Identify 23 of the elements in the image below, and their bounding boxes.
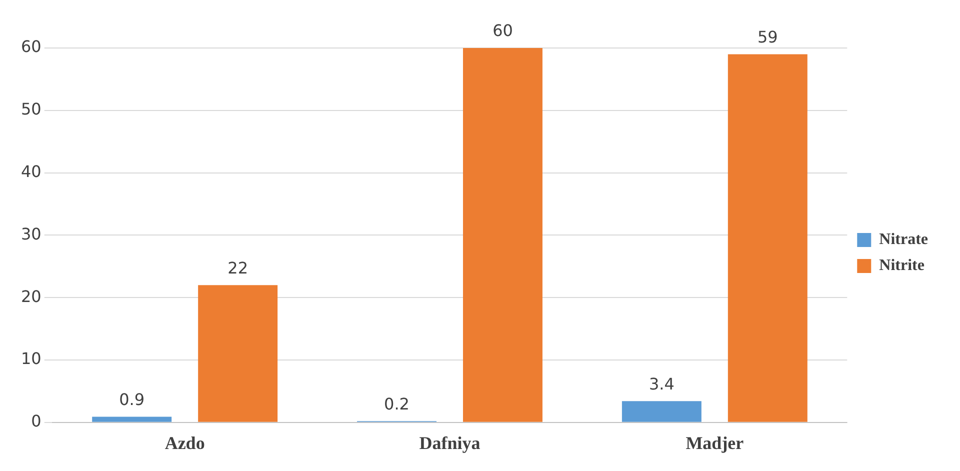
y-tick-label: 30 xyxy=(21,224,42,244)
y-tick-label: 0 xyxy=(31,412,42,431)
y-tick-label: 50 xyxy=(21,100,42,119)
data-label: 59 xyxy=(757,27,778,46)
data-label: 3.4 xyxy=(648,374,674,394)
data-label: 0.2 xyxy=(384,394,410,414)
legend-label: Nitrate xyxy=(879,231,928,248)
y-tick-label: 40 xyxy=(21,162,42,181)
x-tick-label: Azdo xyxy=(164,432,205,453)
y-tick-label: 60 xyxy=(21,37,42,56)
data-label: 60 xyxy=(492,21,513,40)
bar xyxy=(622,401,702,422)
bar xyxy=(728,54,808,422)
bar xyxy=(462,48,542,422)
legend-label: Nitrite xyxy=(879,257,924,274)
bar xyxy=(92,416,172,422)
x-tick-label: Madjer xyxy=(686,432,744,453)
y-tick-label: 10 xyxy=(21,349,42,368)
x-tick-label: Dafniya xyxy=(419,432,480,453)
y-tick-label: 20 xyxy=(21,286,42,306)
data-label: 0.9 xyxy=(119,390,145,409)
data-label: 22 xyxy=(228,258,248,278)
bar xyxy=(198,285,278,422)
